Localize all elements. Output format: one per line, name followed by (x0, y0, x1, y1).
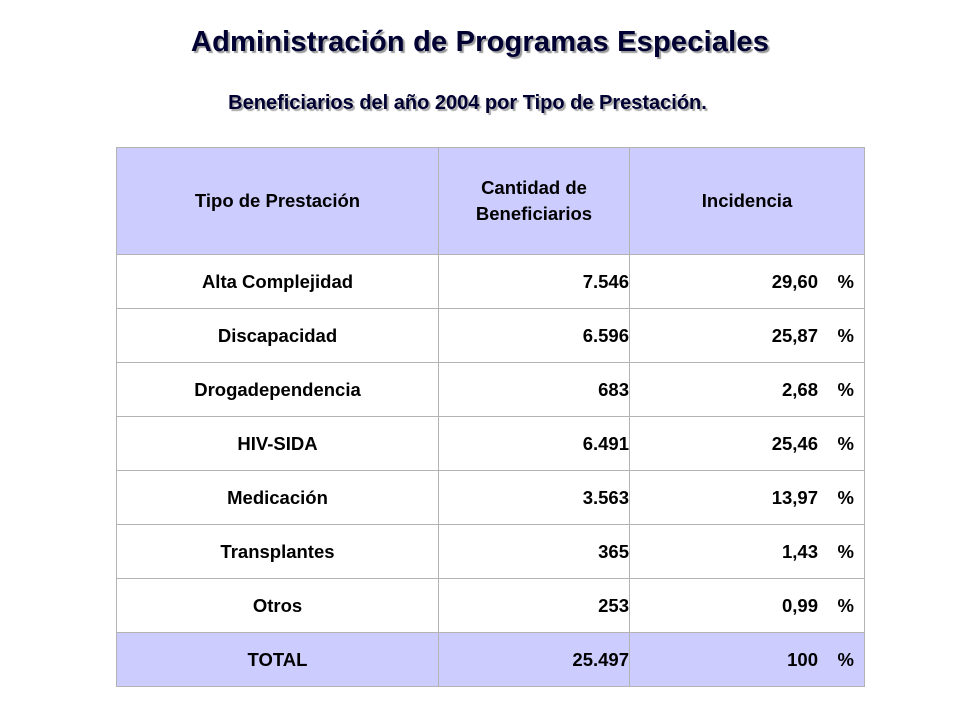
incidencia-value: 0,99 (781, 594, 818, 616)
header-tipo-prestacion: Tipo de Prestación (116, 147, 439, 255)
cell-incidencia: 25,46% (629, 416, 865, 471)
cell-tipo: Discapacidad (116, 308, 439, 363)
cell-cantidad: 7.546 (438, 254, 630, 309)
cell-cantidad: 3.563 (438, 470, 630, 525)
cell-cantidad: 253 (438, 578, 630, 633)
incidencia-value: 13,97 (771, 486, 818, 508)
incidencia-value: 100 (787, 648, 818, 670)
header-cantidad-line2: Beneficiarios (475, 203, 593, 224)
beneficiarios-table: Tipo de Prestación Cantidad de Beneficia… (116, 147, 865, 687)
incidencia-value: 1,43 (781, 540, 818, 562)
table-row: Drogadependencia 683 2,68% (116, 362, 865, 417)
cell-tipo: Drogadependencia (116, 362, 439, 417)
page-title: Administración de Programas Especiales (190, 26, 770, 58)
percent-unit: % (837, 432, 854, 454)
table-row: HIV-SIDA 6.491 25,46% (116, 416, 865, 471)
cell-incidencia: 1,43% (629, 524, 865, 579)
cell-incidencia: 29,60% (629, 254, 865, 309)
table-total-row: TOTAL 25.497 100% (116, 632, 865, 687)
header-cantidad-beneficiarios: Cantidad de Beneficiarios (438, 147, 630, 255)
percent-unit: % (837, 270, 854, 292)
cell-tipo: Transplantes (116, 524, 439, 579)
table-row: Discapacidad 6.596 25,87% (116, 308, 865, 363)
cell-cantidad: 365 (438, 524, 630, 579)
page-subtitle: Beneficiarios del año 2004 por Tipo de P… (228, 92, 707, 114)
cell-incidencia: 25,87% (629, 308, 865, 363)
incidencia-value: 25,87 (771, 324, 818, 346)
cell-cantidad: 6.491 (438, 416, 630, 471)
table-header-row: Tipo de Prestación Cantidad de Beneficia… (116, 147, 865, 255)
table-row: Otros 253 0,99% (116, 578, 865, 633)
table-row: Medicación 3.563 13,97% (116, 470, 865, 525)
cell-total-incidencia: 100% (629, 632, 865, 687)
cell-incidencia: 13,97% (629, 470, 865, 525)
cell-tipo: Alta Complejidad (116, 254, 439, 309)
incidencia-value: 25,46 (771, 432, 818, 454)
table-row: Transplantes 365 1,43% (116, 524, 865, 579)
incidencia-value: 29,60 (771, 270, 818, 292)
percent-unit: % (837, 378, 854, 400)
percent-unit: % (837, 324, 854, 346)
incidencia-value: 2,68 (781, 378, 818, 400)
cell-cantidad: 683 (438, 362, 630, 417)
header-cantidad-line1: Cantidad de (481, 177, 587, 198)
table-row: Alta Complejidad 7.546 29,60% (116, 254, 865, 309)
cell-tipo: Medicación (116, 470, 439, 525)
cell-incidencia: 2,68% (629, 362, 865, 417)
percent-unit: % (837, 486, 854, 508)
percent-unit: % (837, 540, 854, 562)
cell-incidencia: 0,99% (629, 578, 865, 633)
percent-unit: % (837, 648, 854, 670)
cell-total-cantidad: 25.497 (438, 632, 630, 687)
header-incidencia: Incidencia (629, 147, 865, 255)
cell-tipo: Otros (116, 578, 439, 633)
cell-total-label: TOTAL (116, 632, 439, 687)
cell-cantidad: 6.596 (438, 308, 630, 363)
cell-tipo: HIV-SIDA (116, 416, 439, 471)
percent-unit: % (837, 594, 854, 616)
